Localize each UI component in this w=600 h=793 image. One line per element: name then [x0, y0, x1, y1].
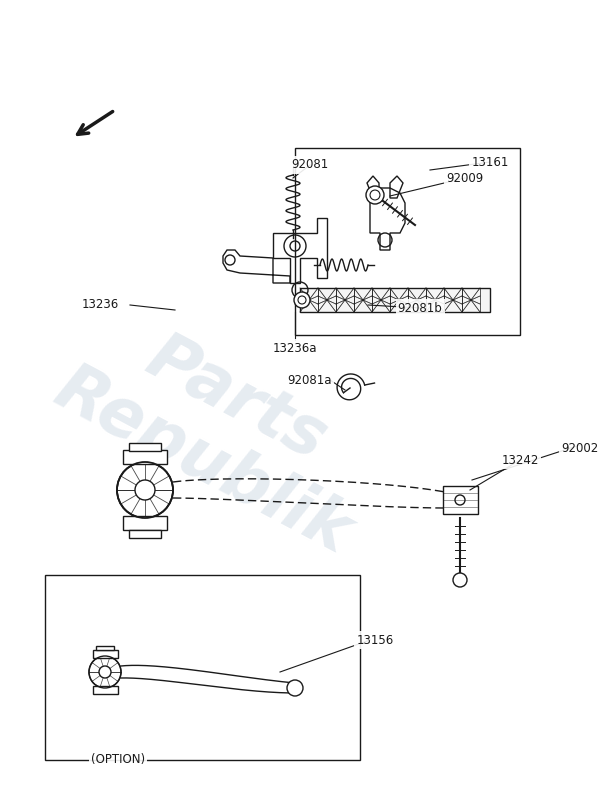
Bar — [300, 288, 318, 312]
Text: 13236: 13236 — [82, 298, 119, 312]
Bar — [295, 148, 520, 335]
Bar — [372, 288, 390, 312]
Text: 13236a: 13236a — [273, 342, 317, 354]
Text: 92081b: 92081b — [398, 301, 442, 315]
Bar — [336, 288, 354, 312]
Bar — [96, 646, 114, 650]
Circle shape — [135, 480, 155, 500]
Text: 13242: 13242 — [502, 454, 539, 466]
Bar — [123, 450, 167, 464]
Circle shape — [294, 292, 310, 308]
Circle shape — [287, 680, 303, 696]
Bar — [318, 288, 336, 312]
Text: 92081: 92081 — [292, 159, 329, 171]
Bar — [129, 530, 161, 538]
Bar — [123, 516, 167, 530]
Bar — [390, 288, 408, 312]
Text: 13161: 13161 — [472, 155, 509, 168]
Bar — [462, 288, 480, 312]
Bar — [93, 686, 118, 694]
Bar — [93, 650, 118, 658]
Circle shape — [366, 186, 384, 204]
Circle shape — [453, 573, 467, 587]
Circle shape — [89, 656, 121, 688]
Text: (OPTION): (OPTION) — [91, 753, 145, 767]
Bar — [45, 575, 360, 760]
Bar — [444, 288, 462, 312]
Text: 13156: 13156 — [356, 634, 394, 646]
Circle shape — [99, 666, 111, 678]
Text: 92002: 92002 — [562, 442, 599, 454]
Text: 92081a: 92081a — [288, 374, 332, 386]
Bar — [408, 288, 426, 312]
Bar — [443, 486, 478, 514]
Text: 92009: 92009 — [446, 171, 484, 185]
Bar — [354, 288, 372, 312]
Bar — [129, 443, 161, 451]
Bar — [426, 288, 444, 312]
Text: Parts
Republik: Parts Republik — [44, 293, 396, 567]
Circle shape — [117, 462, 173, 518]
Bar — [300, 288, 490, 312]
